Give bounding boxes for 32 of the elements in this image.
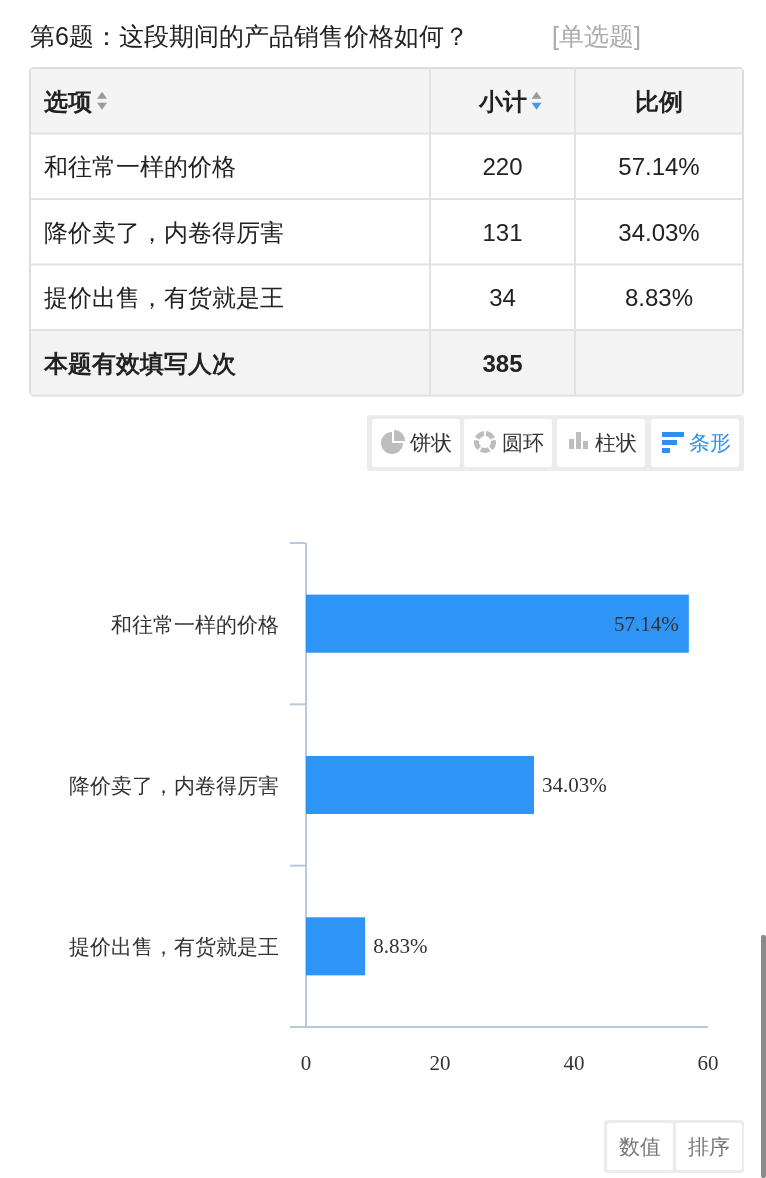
text: 本题有效填写人次	[43, 349, 237, 377]
data-label: 34.03%	[542, 773, 607, 797]
x-tick-label: 20	[429, 1051, 451, 1075]
data-label: 57.14%	[614, 611, 679, 636]
series-label: 小计	[477, 87, 527, 115]
y-tick-label: 降价卖了，内卷得厉害	[69, 773, 279, 797]
data-label: 34.03%	[618, 218, 700, 246]
text: 比例	[635, 87, 683, 115]
bar	[306, 594, 689, 653]
data-label: 220	[482, 152, 523, 180]
data-label: 8.83%	[624, 283, 694, 311]
y-tick-label: 和往常一样的价格	[111, 612, 279, 636]
data-label: 34	[489, 283, 516, 311]
column-chart-button[interactable]: 柱状	[557, 419, 645, 467]
ring-chart-button[interactable]: 圆环	[464, 419, 552, 467]
pie-chart-button[interactable]: 饼状	[372, 419, 460, 467]
category-label: 和往常一样的价格	[44, 152, 236, 180]
x-tick-label: 60	[697, 1051, 719, 1075]
sort-button[interactable]: 排序	[676, 1123, 742, 1170]
data-label: 8.83%	[373, 934, 428, 959]
bar	[306, 917, 366, 976]
y-tick-label: 提价出售，有货就是王	[69, 934, 279, 958]
text: [单选题]	[552, 22, 641, 50]
values-button[interactable]: 数值	[607, 1123, 673, 1170]
x-tick-label: 0	[300, 1051, 312, 1075]
data-label: 131	[482, 218, 523, 246]
text: 385	[482, 349, 523, 377]
x-tick-label: 40	[563, 1051, 585, 1075]
text: 选项	[43, 87, 92, 115]
data-label: 57.14%	[618, 152, 700, 180]
bar	[306, 755, 534, 815]
text: 第6题：这段期间的产品销售价格如何？	[30, 22, 469, 50]
